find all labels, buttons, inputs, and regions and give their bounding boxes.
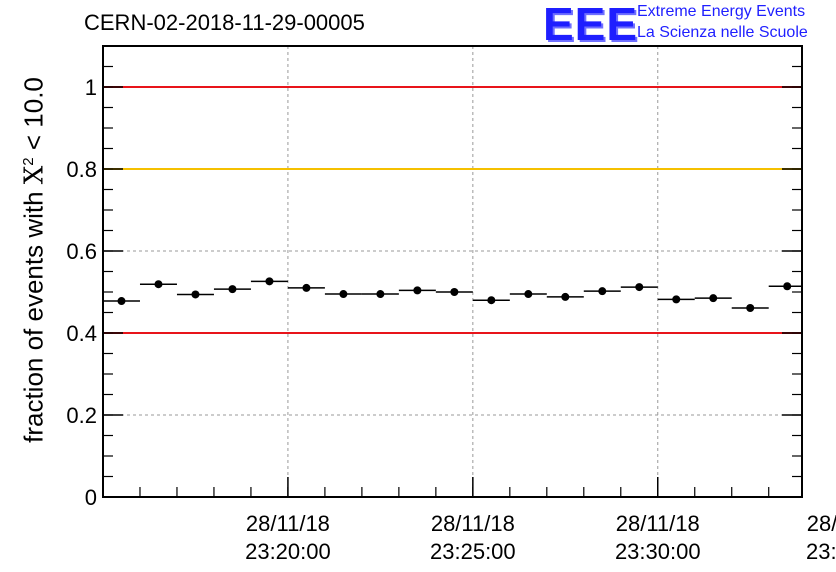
y-tick-label: 0.4: [66, 321, 97, 346]
x-tick-label-time: 23:20:00: [245, 539, 331, 564]
x-tick-labels: 28/11/18 23:20:00 28/11/18 23:25:00 28/11/18…: [245, 511, 836, 564]
logo-line-2: La Scienza nelle Scuole: [637, 24, 808, 41]
y-tick-label: 0.8: [66, 157, 97, 182]
data-point-marker: [783, 282, 792, 291]
reference-lines: [103, 86, 802, 334]
plot-frame: [102, 45, 803, 498]
data-point-marker: [154, 280, 163, 289]
data-point-marker: [376, 290, 385, 299]
data-points: [103, 277, 802, 312]
data-point-marker: [450, 288, 459, 296]
data-point-marker: [635, 283, 644, 292]
x-tick-label-date: 28/11/18: [431, 511, 515, 536]
y-axis-label-suffix: < 10.0: [18, 77, 49, 158]
axis-ticks: [102, 45, 802, 498]
grid-lines: [103, 46, 802, 498]
y-tick-label: 1: [85, 75, 97, 100]
x-tick-label-time: 23:25:00: [430, 539, 516, 564]
data-point-marker: [487, 296, 496, 305]
y-tick-labels: 0 0.2 0.4 0.6 0.8 1: [66, 75, 97, 510]
chart-title: CERN-02-2018-11-29-00005: [84, 10, 365, 35]
x-tick-label-time: 23:30:00: [615, 539, 701, 564]
x-tick-label-time: 23:35:0: [806, 539, 836, 564]
x-tick-label-date: 28/11/18: [246, 511, 330, 536]
x-tick-label-date: 28/11/18: [616, 511, 700, 536]
data-point-marker: [746, 303, 755, 312]
data-point-marker: [302, 283, 311, 292]
y-axis-label: fraction of events with X2 < 10.0: [19, 77, 50, 443]
data-point-marker: [413, 286, 422, 295]
data-point-marker: [524, 290, 533, 299]
chi-superscript: 2: [19, 157, 37, 166]
data-point-marker: [598, 287, 607, 296]
data-point-marker: [709, 294, 718, 303]
x-tick-label-date: 28/11/1: [807, 511, 836, 536]
chi-symbol: X: [19, 165, 50, 185]
y-tick-label: 0.2: [66, 403, 97, 428]
y-tick-label: 0.6: [66, 239, 97, 264]
data-point-marker: [117, 297, 126, 306]
data-point-marker: [191, 290, 200, 299]
data-point-marker: [265, 277, 274, 286]
y-axis-label-prefix: fraction of events with: [18, 184, 49, 443]
y-tick-label: 0: [85, 485, 97, 510]
eee-logo: EEE: [543, 0, 639, 50]
data-point-marker: [672, 295, 681, 304]
data-point-marker: [228, 285, 237, 294]
data-point-marker: [339, 290, 348, 299]
logo-line-1: Extreme Energy Events: [637, 3, 806, 20]
data-point-marker: [561, 292, 570, 301]
